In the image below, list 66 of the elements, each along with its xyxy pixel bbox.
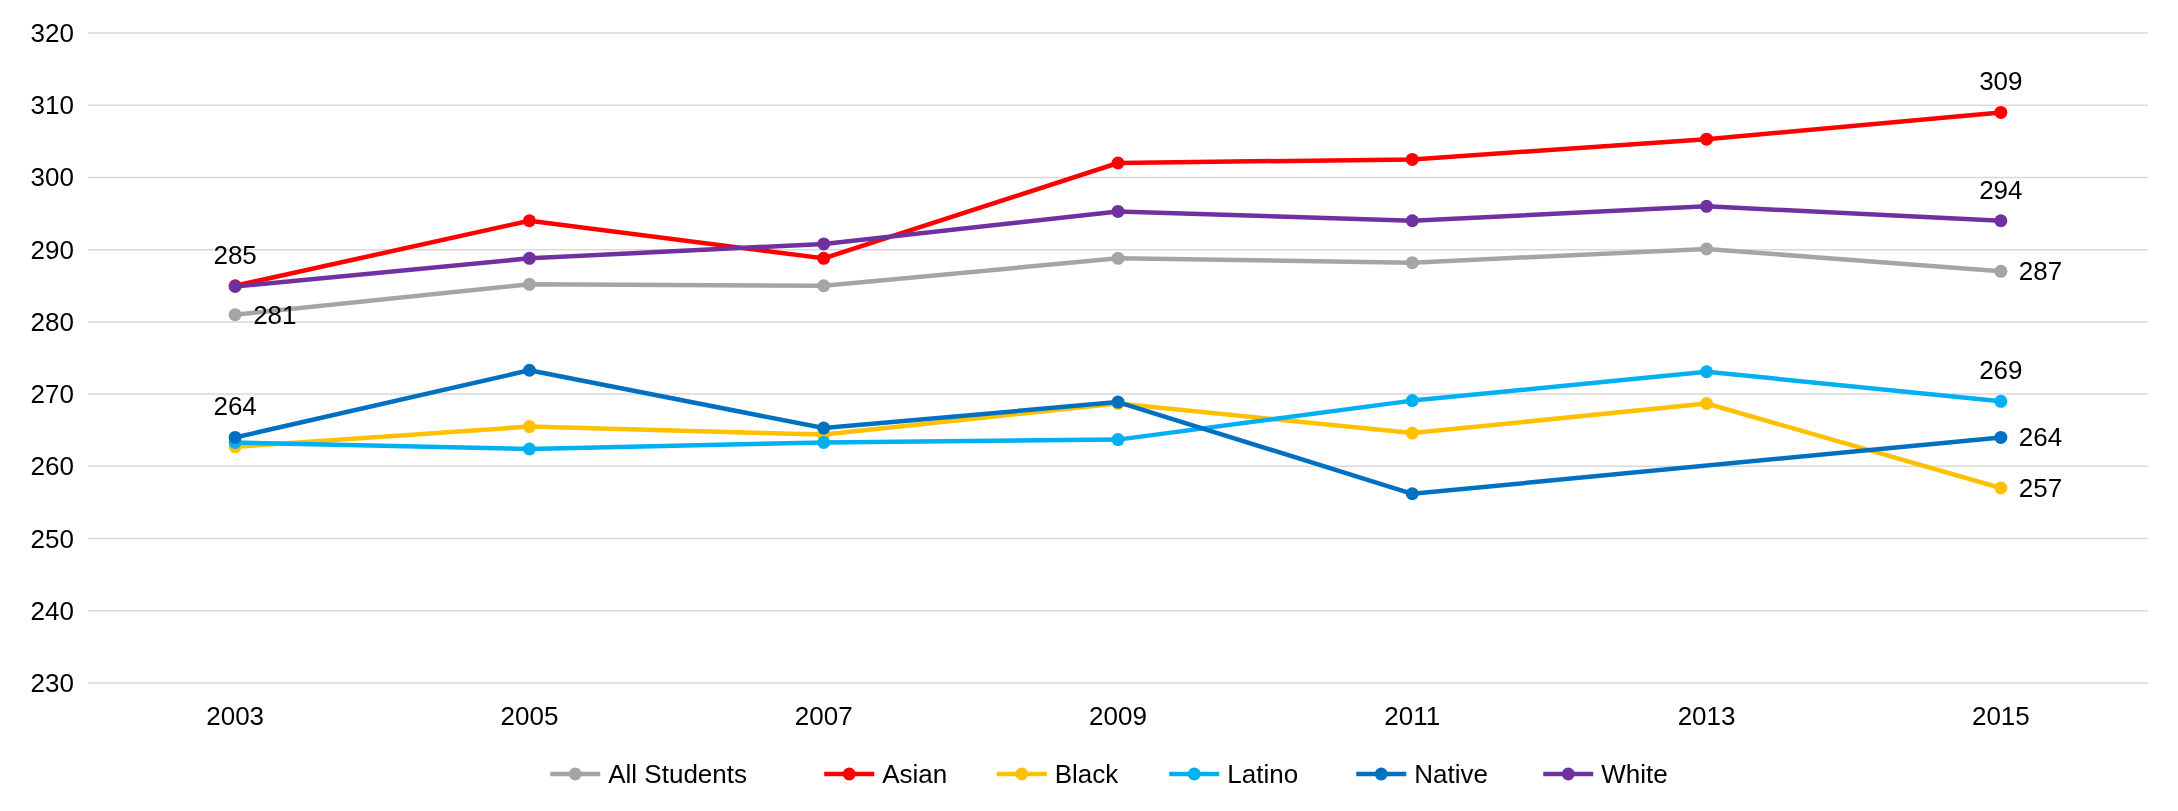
point (1111, 156, 1125, 170)
point (1111, 204, 1125, 218)
y-tick-label: 240 (30, 595, 74, 626)
point (1994, 481, 2008, 495)
data-label: 287 (2018, 256, 2063, 287)
legend-label: Latino (1227, 759, 1299, 789)
data-label: 281 (253, 299, 297, 330)
point (522, 363, 536, 377)
point (228, 430, 242, 444)
x-tick-label: 2007 (794, 701, 853, 731)
x-tick-label: 2015 (1971, 701, 2030, 731)
point (1994, 105, 2008, 119)
point (1405, 256, 1419, 270)
point (522, 214, 536, 228)
point (1405, 394, 1419, 408)
point (522, 442, 536, 456)
x-tick-label: 2013 (1677, 701, 1736, 731)
y-tick-label: 230 (30, 668, 74, 698)
legend-label: All Students (608, 759, 747, 789)
legend-label: White (1601, 759, 1668, 789)
point (817, 279, 831, 293)
y-tick-label: 250 (30, 523, 74, 554)
point (1700, 242, 1714, 256)
y-tick-label: 290 (30, 234, 74, 265)
point (1700, 199, 1714, 213)
point (1405, 487, 1419, 501)
point (522, 251, 536, 265)
legend-label: Black (1054, 759, 1120, 789)
point (1994, 214, 2008, 228)
point (1994, 430, 2008, 444)
y-tick-label: 320 (30, 18, 74, 48)
point (817, 436, 831, 449)
y-tick-label: 310 (30, 90, 74, 121)
point (817, 421, 831, 435)
data-label: 257 (2018, 473, 2063, 503)
data-label: 264 (2018, 422, 2063, 453)
data-label: 269 (1979, 355, 2023, 386)
data-label: 294 (1979, 174, 2023, 205)
y-tick-label: 270 (30, 379, 74, 410)
point (228, 308, 242, 322)
point (1111, 251, 1125, 265)
point (1700, 365, 1714, 379)
point (1994, 394, 2008, 408)
y-tick-label: 300 (30, 162, 74, 193)
x-tick-label: 2011 (1384, 701, 1441, 731)
point (522, 277, 536, 291)
data-label: 309 (1979, 66, 2023, 97)
point (1994, 264, 2008, 278)
point (1700, 132, 1714, 146)
legend-label: Native (1414, 759, 1488, 789)
y-tick-label: 280 (30, 306, 74, 337)
data-label: 285 (213, 239, 257, 270)
y-tick-label: 260 (30, 451, 74, 482)
data-label: 264 (213, 391, 257, 422)
point (817, 251, 831, 265)
legend-label: Asian (882, 759, 948, 789)
point (1700, 397, 1714, 410)
point (1405, 214, 1419, 228)
x-tick-label: 2009 (1089, 701, 1147, 731)
point (1405, 426, 1419, 440)
point (1405, 152, 1419, 166)
x-tick-label: 2003 (206, 701, 265, 731)
point (1111, 433, 1125, 447)
point (522, 420, 536, 434)
x-tick-label: 2005 (500, 701, 559, 731)
point (817, 237, 831, 251)
